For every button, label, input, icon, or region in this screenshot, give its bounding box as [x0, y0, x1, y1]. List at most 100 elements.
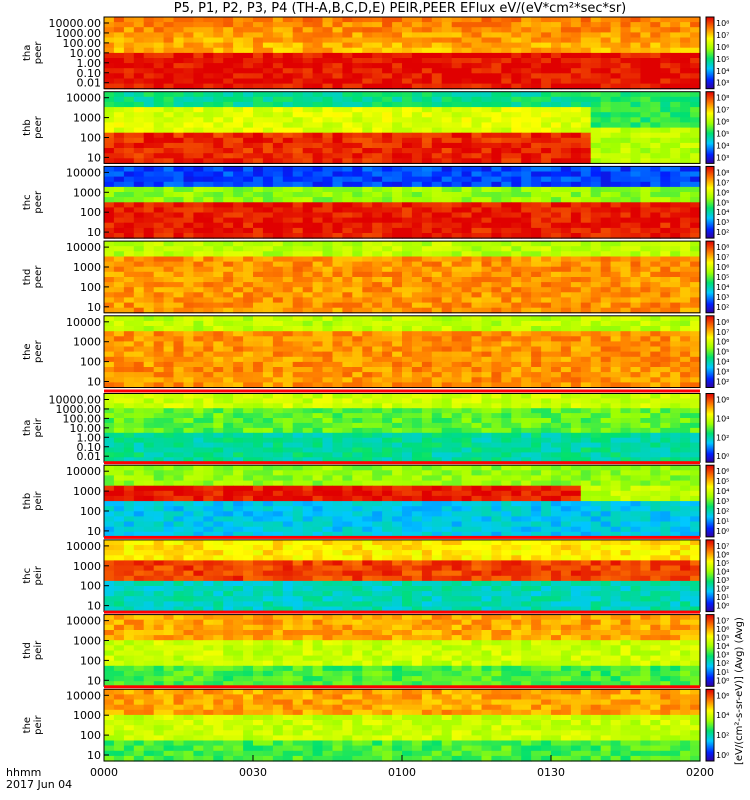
heatmap-cell: [441, 287, 453, 293]
heatmap-cell: [272, 127, 284, 134]
heatmap-cell: [670, 63, 681, 69]
heatmap-cell: [501, 413, 512, 419]
heatmap-cell: [153, 27, 165, 33]
heatmap-cell: [233, 181, 244, 188]
heatmap-cell: [123, 17, 135, 23]
heatmap-cell: [402, 176, 413, 183]
heatmap-cell: [163, 42, 175, 49]
heatmap-cell: [551, 241, 562, 247]
heatmap-cell: [163, 202, 175, 208]
heatmap-cell: [253, 222, 264, 229]
heatmap-cell: [133, 292, 145, 298]
heatmap-cell: [362, 148, 373, 154]
heatmap-cell: [372, 413, 383, 419]
heatmap-cell: [392, 186, 403, 193]
heatmap-cell: [511, 361, 522, 368]
heatmap-cell: [203, 266, 214, 273]
y-tick-label: 10000: [66, 166, 101, 179]
heatmap-cell: [193, 212, 204, 219]
heatmap-cell: [630, 101, 641, 108]
heatmap-cell: [123, 297, 135, 304]
heatmap-cell: [580, 192, 592, 198]
heatmap-cell: [531, 382, 542, 389]
heatmap-cell: [600, 42, 612, 49]
heatmap-cell: [193, 107, 204, 113]
heatmap-cell: [640, 227, 651, 234]
heatmap-cell: [680, 68, 691, 74]
heatmap-cell: [411, 432, 423, 439]
heatmap-cell: [233, 101, 244, 108]
heatmap-cell: [213, 398, 224, 404]
heatmap-cell: [511, 418, 522, 424]
y-axis-label: peer: [33, 115, 44, 139]
heatmap-cell: [113, 341, 125, 348]
heatmap-cell: [133, 233, 145, 239]
heatmap-cell: [322, 37, 333, 44]
heatmap-cell: [501, 107, 512, 113]
heatmap-cell: [223, 398, 234, 404]
heatmap-cell: [243, 181, 254, 188]
heatmap-cell: [640, 251, 651, 257]
heatmap-cell: [262, 261, 274, 268]
heatmap-cell: [660, 437, 671, 444]
heatmap-cell: [153, 42, 165, 49]
heatmap-cell: [352, 202, 363, 208]
heatmap-cell: [690, 302, 701, 309]
heatmap-cell: [491, 422, 502, 429]
heatmap-cell: [262, 413, 274, 419]
heatmap-cell: [600, 22, 612, 28]
heatmap-cell: [451, 47, 463, 54]
heatmap-cell: [640, 112, 651, 118]
heatmap-cell: [630, 241, 641, 247]
heatmap-cell: [451, 171, 463, 178]
heatmap-cell: [590, 197, 602, 203]
heatmap-cell: [660, 341, 671, 348]
heatmap-cell: [332, 292, 343, 298]
heatmap-cell: [332, 207, 343, 214]
heatmap-cell: [272, 437, 284, 444]
heatmap-cell: [262, 17, 274, 23]
heatmap-cell: [560, 222, 572, 229]
heatmap-cell: [551, 122, 562, 129]
heatmap-cell: [372, 63, 383, 69]
heatmap-cell: [143, 153, 155, 159]
heatmap-cell: [352, 117, 363, 123]
heatmap-cell: [213, 142, 224, 149]
heatmap-cell: [620, 320, 631, 327]
heatmap-cell: [292, 17, 304, 23]
heatmap-cell: [233, 207, 244, 214]
heatmap-cell: [620, 336, 631, 342]
heatmap-cell: [551, 212, 562, 219]
heatmap-cell: [421, 58, 433, 64]
heatmap-cell: [193, 377, 204, 383]
heatmap-cell: [272, 346, 284, 353]
heatmap-cell: [382, 212, 393, 219]
heatmap-cell: [630, 372, 641, 378]
heatmap-cell: [272, 217, 284, 224]
heatmap-cell: [411, 37, 423, 44]
heatmap-cell: [630, 112, 641, 118]
heatmap-cell: [362, 58, 373, 64]
heatmap-cell: [680, 331, 691, 337]
heatmap-cell: [650, 83, 661, 90]
heatmap-cell: [600, 73, 612, 79]
heatmap-cell: [104, 158, 115, 164]
heatmap-cell: [670, 361, 681, 368]
heatmap-cell: [461, 166, 473, 173]
heatmap-cell: [133, 336, 145, 342]
heatmap-cell: [590, 158, 602, 164]
heatmap-cell: [650, 393, 661, 399]
heatmap-cell: [511, 32, 522, 39]
heatmap-cell: [143, 27, 155, 33]
heatmap-cell: [491, 207, 502, 214]
heatmap-cell: [511, 101, 522, 108]
heatmap-cell: [441, 127, 453, 134]
heatmap-cell: [362, 437, 373, 444]
heatmap-cell: [670, 382, 681, 389]
heatmap-cell: [431, 186, 443, 193]
heatmap-cell: [193, 297, 204, 304]
heatmap-cell: [451, 297, 463, 304]
heatmap-cell: [163, 17, 175, 23]
heatmap-cell: [372, 292, 383, 298]
heatmap-cell: [620, 37, 631, 44]
